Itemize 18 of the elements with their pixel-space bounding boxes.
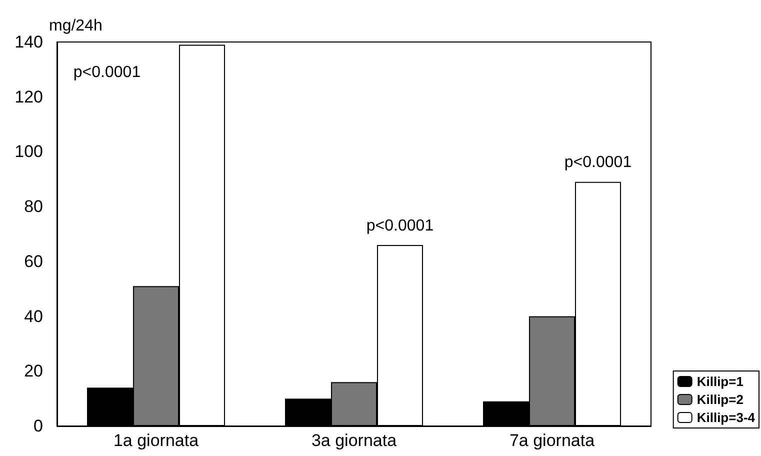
x-tick-label: 3a giornata [311, 431, 398, 450]
y-tick-label: 100 [14, 142, 43, 162]
legend-label: Killip=2 [696, 392, 744, 407]
y-tick-label: 140 [14, 32, 43, 52]
x-tick-label: 1a giornata [113, 431, 200, 450]
annotation: p<0.0001 [564, 154, 632, 172]
y-tick-label: 80 [24, 197, 43, 216]
y-tick-label: 120 [14, 87, 43, 106]
y-tick-label: 20 [24, 362, 43, 381]
y-tick-label: 0 [34, 416, 43, 436]
annotation: p<0.0001 [366, 217, 434, 234]
annotation: p<0.0001 [73, 64, 141, 82]
legend-label: Killip=1 [696, 374, 744, 389]
legend-label: Killip=3-4 [696, 410, 756, 425]
x-tick-label: 7a giornata [509, 431, 596, 450]
y-axis-title: mg/24h [49, 18, 102, 34]
y-tick-label: 40 [24, 306, 43, 326]
y-tick-label: 60 [24, 252, 43, 271]
